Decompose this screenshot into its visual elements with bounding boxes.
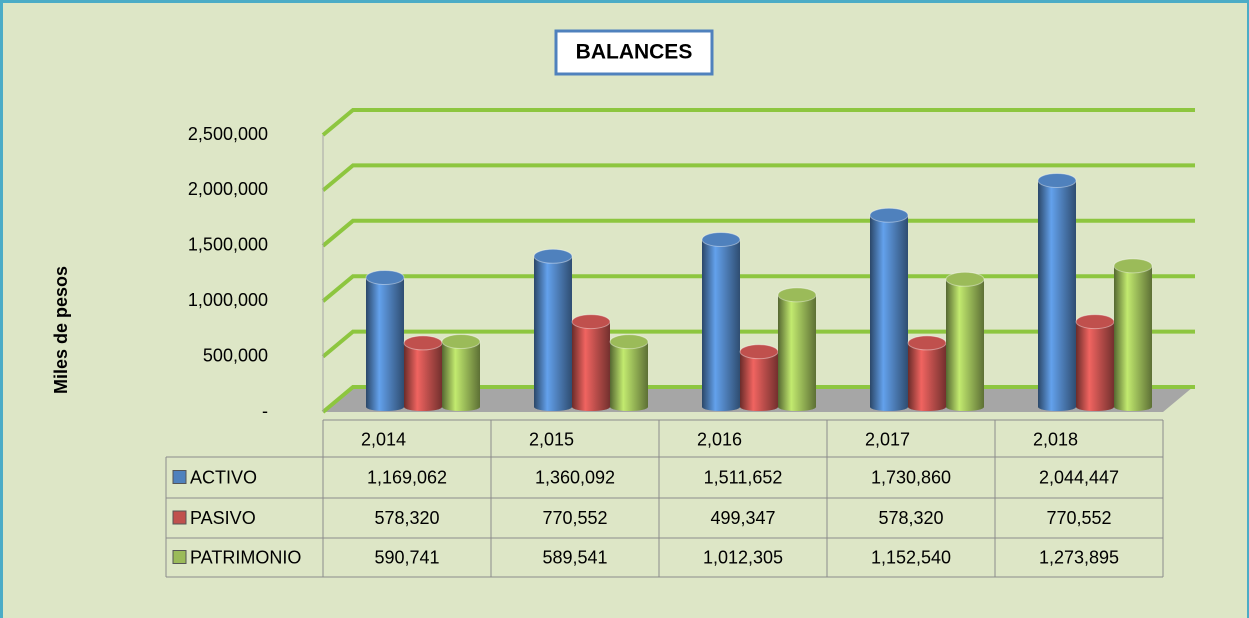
data-label: 590,741: [374, 547, 439, 567]
legend-label: PASIVO: [190, 508, 256, 528]
bar-top: [1113, 258, 1153, 274]
bar-top: [609, 334, 649, 350]
bar: [1076, 321, 1114, 407]
bar: [366, 277, 404, 407]
bar-bottom: [610, 403, 648, 411]
bar-bottom: [366, 403, 404, 411]
x-tick-label: 2,014: [361, 429, 406, 449]
y-tick-label: 2,500,000: [188, 124, 268, 144]
y-tick-label: -: [262, 401, 268, 421]
grid-line: [321, 218, 1195, 248]
bar: [572, 321, 610, 407]
y-tick-label: 1,000,000: [188, 290, 268, 310]
bar: [702, 239, 740, 407]
y-tick-label: 500,000: [203, 345, 268, 365]
bar-bottom: [870, 403, 908, 411]
legend-label: ACTIVO: [190, 467, 257, 487]
data-label: 1,273,895: [1039, 547, 1119, 567]
bar-top: [365, 269, 405, 285]
bar-top: [1037, 172, 1077, 188]
x-tick-label: 2,016: [697, 429, 742, 449]
bar-top: [533, 248, 573, 264]
grid-line: [321, 274, 1195, 303]
data-label: 1,169,062: [367, 467, 447, 487]
bar: [778, 294, 816, 407]
x-tick-label: 2,015: [529, 429, 574, 449]
bar-top: [869, 207, 909, 223]
bar-bottom: [572, 403, 610, 411]
bar-top: [907, 335, 947, 351]
bar-bottom: [442, 403, 480, 411]
bar: [1038, 180, 1076, 407]
bar-top: [571, 314, 611, 330]
data-label: 578,320: [374, 508, 439, 528]
bar-bottom: [1038, 403, 1076, 411]
data-label: 499,347: [710, 508, 775, 528]
bar-top: [403, 335, 443, 351]
grid-line: [321, 108, 1195, 137]
data-label: 1,511,652: [704, 467, 783, 487]
data-label: 770,552: [542, 508, 607, 528]
y-axis-label: Miles de pesos: [51, 266, 71, 394]
legend-label: PATRIMONIO: [190, 547, 301, 567]
data-label: 770,552: [1046, 508, 1111, 528]
y-tick-label: 1,500,000: [188, 235, 268, 255]
bar-top: [441, 334, 481, 350]
x-tick-label: 2,018: [1033, 429, 1078, 449]
bar-bottom: [740, 403, 778, 411]
bar: [870, 215, 908, 407]
grid-line: [321, 329, 1195, 359]
data-label: 589,541: [542, 547, 607, 567]
x-tick-label: 2,017: [865, 429, 910, 449]
bar-bottom: [702, 403, 740, 411]
bar-bottom: [946, 403, 984, 411]
bar: [534, 256, 572, 407]
data-label: 1,360,092: [535, 467, 615, 487]
bar-top: [945, 271, 985, 287]
legend-key: [172, 470, 187, 484]
data-label: 1,730,860: [871, 467, 951, 487]
bar-top: [777, 287, 817, 303]
data-label: 1,012,305: [703, 547, 783, 567]
bar-bottom: [1114, 403, 1152, 411]
bar: [404, 342, 442, 407]
legend-key: [172, 510, 187, 525]
data-label: 578,320: [878, 508, 943, 528]
bar: [1114, 265, 1152, 407]
bar: [946, 279, 984, 407]
y-tick-label: 2,000,000: [188, 179, 268, 199]
legend-key: [172, 550, 187, 564]
title-box: [554, 29, 714, 76]
bar-bottom: [778, 403, 816, 411]
bar: [740, 351, 778, 407]
data-label: 2,044,447: [1039, 467, 1119, 487]
bar-bottom: [1076, 403, 1114, 411]
bar-bottom: [908, 403, 946, 411]
bar-top: [1075, 314, 1115, 330]
data-label: 1,152,540: [871, 547, 951, 567]
chart-title: BALANCES: [576, 41, 693, 64]
bar-bottom: [404, 403, 442, 411]
bar: [610, 341, 648, 407]
bar-bottom: [534, 403, 572, 411]
bar: [442, 341, 480, 407]
bar-top: [701, 232, 741, 248]
grid-line: [321, 163, 1195, 192]
bar: [908, 342, 946, 407]
bar-top: [739, 344, 779, 360]
